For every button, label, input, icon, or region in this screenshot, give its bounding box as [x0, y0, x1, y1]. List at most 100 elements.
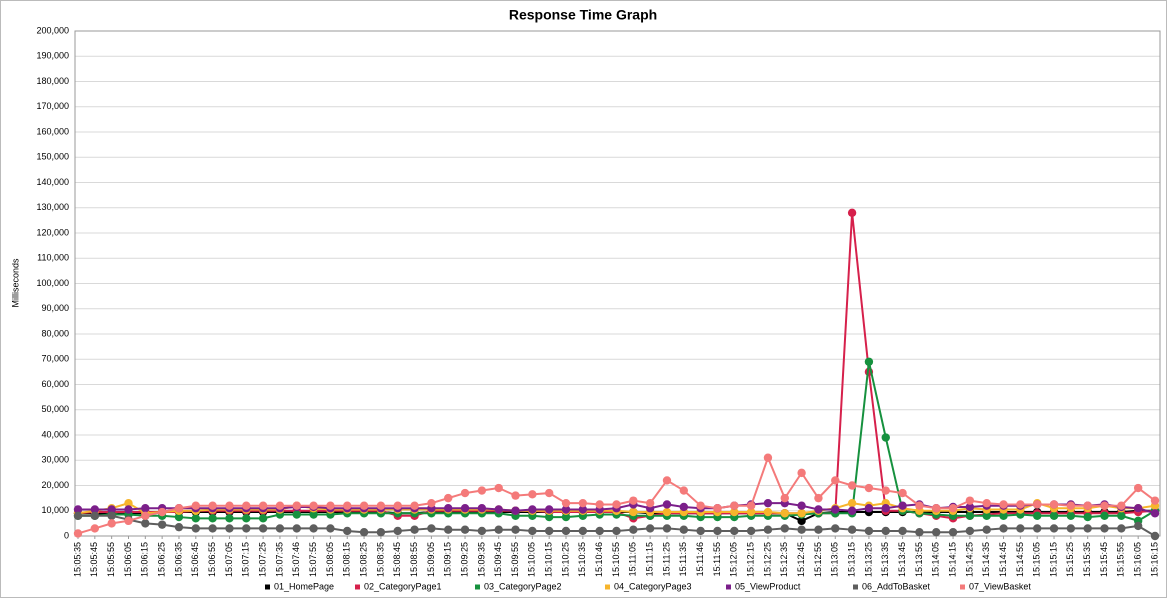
data-point — [427, 524, 436, 533]
x-tick-label: 15:07:55 — [308, 542, 318, 577]
x-tick-label: 15:10:15 — [544, 542, 554, 577]
x-tick-label: 15:06:55 — [207, 542, 217, 577]
data-point — [225, 524, 234, 533]
data-point — [1117, 511, 1126, 520]
legend-swatch — [853, 584, 858, 590]
data-point — [999, 500, 1008, 509]
data-point — [258, 524, 268, 533]
y-tick-label: 40,000 — [41, 429, 69, 439]
plot-frame — [74, 30, 1161, 537]
legend-label: 07_ViewBasket — [969, 581, 1031, 591]
data-point — [831, 476, 840, 485]
data-point — [965, 496, 975, 505]
data-point — [477, 504, 487, 513]
legend-swatch — [355, 584, 360, 590]
data-point — [898, 488, 907, 498]
x-tick-label: 15:06:35 — [173, 542, 183, 577]
data-point — [629, 525, 638, 534]
data-point — [1016, 524, 1025, 533]
y-tick-label: 160,000 — [36, 126, 69, 136]
x-tick-label: 15:05:35 — [72, 542, 82, 577]
data-point — [528, 505, 537, 514]
x-tick-label: 15:10:46 — [594, 542, 604, 577]
data-point — [595, 526, 604, 536]
x-tick-label: 15:15:25 — [1065, 542, 1075, 577]
x-tick-label: 15:05:45 — [89, 542, 99, 577]
data-point — [645, 524, 655, 533]
data-point — [174, 512, 184, 522]
data-point — [444, 525, 453, 534]
x-tick-label: 15:09:45 — [493, 542, 503, 577]
x-tick-label: 15:07:35 — [274, 542, 284, 577]
data-point — [511, 506, 520, 515]
data-point — [881, 504, 890, 513]
x-tick-label: 15:08:15 — [342, 542, 352, 577]
data-point — [780, 509, 789, 518]
y-tick-label: 70,000 — [41, 354, 69, 364]
data-point — [90, 505, 100, 514]
data-point — [1150, 509, 1160, 518]
data-point — [561, 526, 571, 536]
x-tick-label: 15:14:25 — [964, 542, 974, 577]
x-tick-label: 15:06:25 — [157, 542, 167, 577]
data-point — [814, 505, 823, 514]
data-point — [1049, 500, 1059, 509]
data-point — [1066, 501, 1076, 510]
data-point — [124, 505, 133, 514]
x-tick-label: 15:07:25 — [257, 542, 267, 577]
data-point — [797, 501, 806, 510]
data-point — [1117, 524, 1126, 533]
y-tick-label: 170,000 — [36, 101, 69, 111]
x-tick-label: 15:13:05 — [830, 542, 840, 577]
x-tick-label: 15:08:55 — [409, 542, 419, 577]
data-point — [410, 525, 419, 534]
data-point — [612, 500, 621, 509]
data-point — [898, 526, 907, 536]
data-point — [763, 507, 773, 517]
data-point — [1100, 511, 1109, 520]
x-tick-label: 15:08:25 — [358, 542, 368, 577]
data-point — [107, 511, 116, 520]
data-point — [1033, 511, 1042, 520]
data-point — [982, 498, 991, 508]
data-point — [208, 514, 217, 523]
x-tick-label: 15:15:55 — [1116, 542, 1126, 577]
data-point — [326, 501, 335, 510]
x-tick-label: 15:14:55 — [1015, 542, 1025, 577]
data-point — [645, 498, 655, 508]
x-tick-label: 15:10:25 — [560, 542, 570, 577]
data-point — [460, 488, 470, 498]
data-point — [124, 516, 133, 526]
data-point — [544, 512, 554, 522]
data-point — [544, 526, 554, 536]
data-point — [864, 357, 874, 366]
data-point — [225, 501, 234, 510]
data-point — [90, 524, 100, 533]
data-point — [1066, 524, 1076, 533]
data-point — [460, 504, 470, 513]
data-point — [1117, 501, 1126, 510]
x-tick-label: 15:11:55 — [712, 542, 722, 576]
x-tick-label: 15:05:55 — [106, 542, 116, 577]
data-point — [141, 511, 150, 520]
y-tick-label: 190,000 — [36, 51, 69, 61]
data-point — [578, 498, 588, 508]
x-tick-label: 15:09:15 — [443, 542, 453, 577]
data-point — [157, 507, 167, 517]
data-point — [242, 514, 251, 523]
x-tick-label: 15:12:35 — [779, 542, 789, 577]
data-point — [561, 505, 571, 514]
data-point — [376, 528, 386, 537]
data-point — [309, 510, 318, 519]
data-point — [932, 504, 941, 513]
data-point — [258, 501, 268, 510]
x-tick-label: 15:11:05 — [628, 542, 638, 576]
y-tick-label: 180,000 — [36, 76, 69, 86]
x-tick-label: 15:13:15 — [846, 542, 856, 577]
data-point — [847, 525, 857, 534]
x-tick-label: 15:10:05 — [527, 542, 537, 577]
data-point — [730, 501, 739, 510]
data-point — [1133, 521, 1143, 531]
x-tick-label: 15:12:25 — [762, 542, 772, 577]
data-point — [359, 528, 369, 537]
